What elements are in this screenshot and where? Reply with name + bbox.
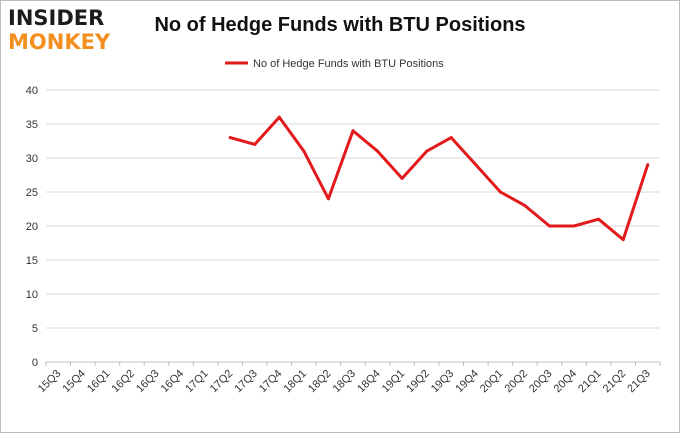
y-tick-label: 20 bbox=[26, 221, 38, 233]
x-tick-label: 17Q2 bbox=[208, 368, 236, 396]
x-tick-label: 16Q3 bbox=[134, 368, 162, 396]
x-tick-label: 16Q4 bbox=[159, 368, 187, 396]
data-point bbox=[228, 136, 232, 140]
logo-line-2: MONKEY bbox=[8, 30, 111, 54]
gridlines bbox=[46, 89, 660, 329]
data-point bbox=[621, 238, 625, 242]
data-point bbox=[646, 163, 650, 167]
data-point bbox=[449, 136, 453, 140]
x-tick-label: 18Q1 bbox=[281, 368, 309, 396]
x-tick-label: 18Q3 bbox=[331, 368, 359, 396]
x-tick-label: 21Q3 bbox=[625, 368, 653, 396]
x-tick-label: 19Q4 bbox=[453, 368, 481, 396]
data-point bbox=[572, 224, 576, 228]
data-point bbox=[474, 163, 478, 167]
chart-title: No of Hedge Funds with BTU Positions bbox=[154, 14, 526, 36]
series-line-0 bbox=[228, 115, 650, 242]
y-tick-label: 0 bbox=[32, 357, 38, 369]
x-tick-label: 17Q4 bbox=[257, 368, 285, 396]
x-tick-label: 17Q3 bbox=[232, 368, 260, 396]
data-point bbox=[253, 142, 257, 146]
x-tick-label: 16Q1 bbox=[85, 368, 113, 396]
data-point bbox=[425, 149, 429, 153]
x-tick-label: 18Q2 bbox=[306, 368, 334, 396]
x-tick-label: 20Q3 bbox=[527, 368, 555, 396]
data-point bbox=[597, 217, 601, 221]
x-tick-label: 16Q2 bbox=[110, 368, 138, 396]
x-tick-label: 20Q1 bbox=[478, 368, 506, 396]
x-axis-ticks: 15Q315Q416Q116Q216Q316Q417Q117Q217Q317Q4… bbox=[36, 362, 661, 396]
y-tick-label: 40 bbox=[26, 85, 38, 97]
y-tick-label: 10 bbox=[26, 289, 38, 301]
x-tick-label: 19Q2 bbox=[404, 368, 432, 396]
data-point bbox=[523, 204, 527, 208]
y-tick-label: 15 bbox=[26, 255, 38, 267]
data-point bbox=[498, 190, 502, 194]
y-tick-label: 5 bbox=[32, 323, 38, 335]
data-point bbox=[376, 149, 380, 153]
legend-label: No of Hedge Funds with BTU Positions bbox=[253, 58, 444, 70]
x-tick-label: 20Q2 bbox=[503, 368, 531, 396]
legend: No of Hedge Funds with BTU Positions bbox=[225, 58, 444, 70]
x-tick-label: 20Q4 bbox=[552, 368, 580, 396]
y-tick-label: 25 bbox=[26, 187, 38, 199]
x-tick-label: 15Q3 bbox=[36, 368, 64, 396]
y-axis-ticks: 0 5 10 15 20 25 30 35 40 bbox=[26, 85, 38, 369]
y-tick-label: 35 bbox=[26, 119, 38, 131]
data-point bbox=[547, 224, 551, 228]
y-tick-label: 30 bbox=[26, 153, 38, 165]
data-point bbox=[302, 149, 306, 153]
data-point bbox=[400, 176, 404, 180]
data-point bbox=[326, 197, 330, 201]
x-tick-label: 21Q2 bbox=[601, 368, 629, 396]
data-point bbox=[277, 115, 281, 119]
logo-line-1: INSIDER bbox=[8, 6, 105, 30]
x-tick-label: 19Q3 bbox=[429, 368, 457, 396]
series-layer bbox=[228, 115, 650, 242]
insider-monkey-logo: INSIDER MONKEY bbox=[8, 8, 128, 56]
x-tick-label: 18Q4 bbox=[355, 368, 383, 396]
x-tick-label: 17Q1 bbox=[183, 368, 211, 396]
x-tick-label: 21Q1 bbox=[576, 368, 604, 396]
x-tick-label: 15Q4 bbox=[60, 368, 88, 396]
x-tick-label: 19Q1 bbox=[380, 368, 408, 396]
data-point bbox=[351, 129, 355, 133]
